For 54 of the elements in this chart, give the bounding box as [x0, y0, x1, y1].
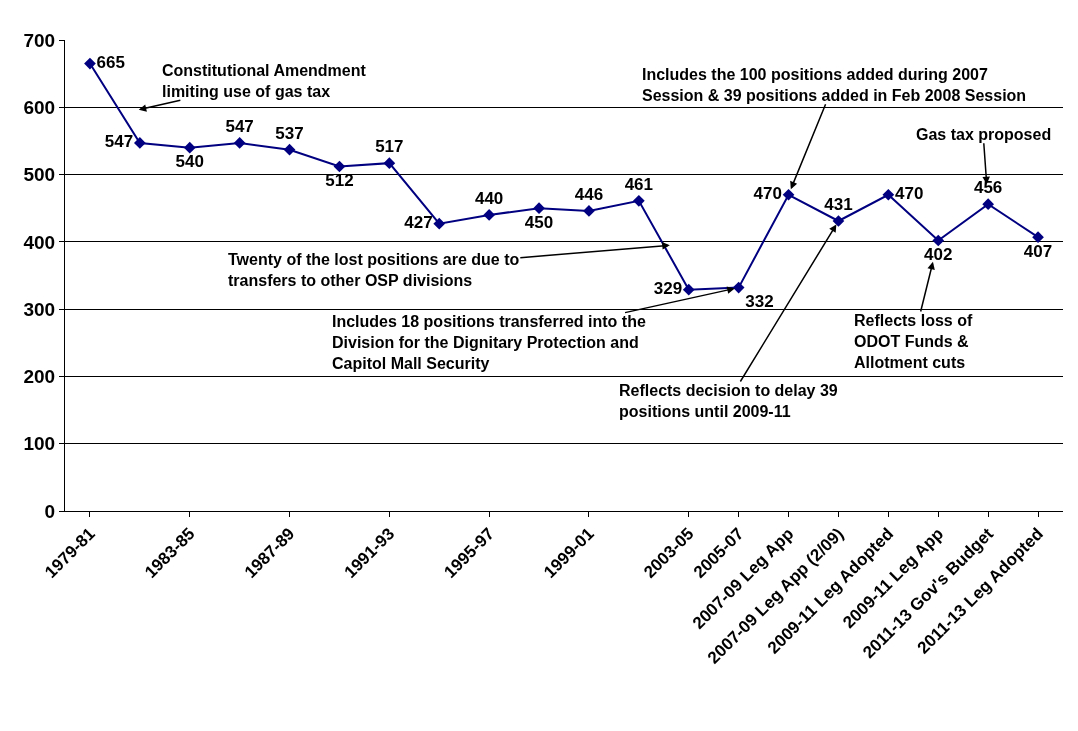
point [633, 194, 645, 207]
data-label: 665 [96, 52, 125, 72]
data-label: 440 [474, 189, 504, 209]
annotation: Reflects decision to delay 39 positions until 2009-11 [619, 382, 838, 420]
data-label: 517 [375, 137, 404, 157]
data-label: 537 [275, 123, 304, 143]
point [832, 215, 845, 227]
point [433, 217, 446, 230]
data-label: 456 [973, 178, 1003, 198]
y-tick-label: 500 [23, 164, 56, 186]
annotation: Includes 18 positions transferred into the Division for the Dignitary Protection and Capitol Mall Security [332, 313, 646, 372]
point [882, 188, 895, 201]
point [283, 143, 296, 156]
point [383, 157, 396, 169]
annotation: Twenty of the lost positions are due to transfers to other OSP divisions [228, 251, 520, 289]
y-tick-label: 400 [23, 231, 56, 253]
point [982, 198, 994, 211]
point [183, 141, 196, 154]
data-label: 547 [104, 132, 134, 152]
data-label: 446 [574, 185, 604, 205]
point [782, 188, 795, 201]
annotation: Includes the 100 positions added during 2007 Session & 39 positions added in Feb 2008 Session [642, 66, 1027, 104]
data-label: 402 [924, 244, 953, 264]
y-tick-label: 700 [23, 29, 56, 51]
point [533, 202, 545, 215]
annotation: Gas tax proposed [916, 126, 1052, 143]
y-tick-label: 100 [23, 433, 56, 455]
point [682, 283, 695, 296]
point [134, 137, 146, 149]
point [932, 234, 945, 247]
data-label: 329 [653, 278, 683, 298]
point [1032, 231, 1044, 243]
point [333, 160, 346, 173]
data-label: 332 [745, 291, 774, 311]
point [84, 57, 96, 70]
data-label: 431 [824, 195, 853, 215]
annotation: Constitutional Amendment limiting use of gas tax [162, 62, 367, 100]
point [583, 205, 595, 217]
point [732, 281, 745, 294]
y-tick-label: 200 [23, 366, 56, 388]
data-label: 547 [225, 117, 254, 137]
data-label: 407 [1023, 241, 1053, 261]
data-label: 540 [175, 152, 204, 172]
point [233, 137, 246, 149]
data-label: 470 [894, 184, 924, 204]
point [483, 209, 495, 221]
data-label: 450 [524, 212, 554, 232]
y-tick-label: 300 [23, 298, 56, 320]
y-tick-label: 600 [23, 96, 56, 118]
data-label: 461 [624, 174, 654, 194]
data-label: 470 [753, 184, 782, 204]
y-tick-label: 0 [44, 500, 56, 522]
data-label: 427 [404, 212, 433, 232]
annotation: Reflects loss of ODOT Funds & Allotment cuts [854, 312, 973, 371]
